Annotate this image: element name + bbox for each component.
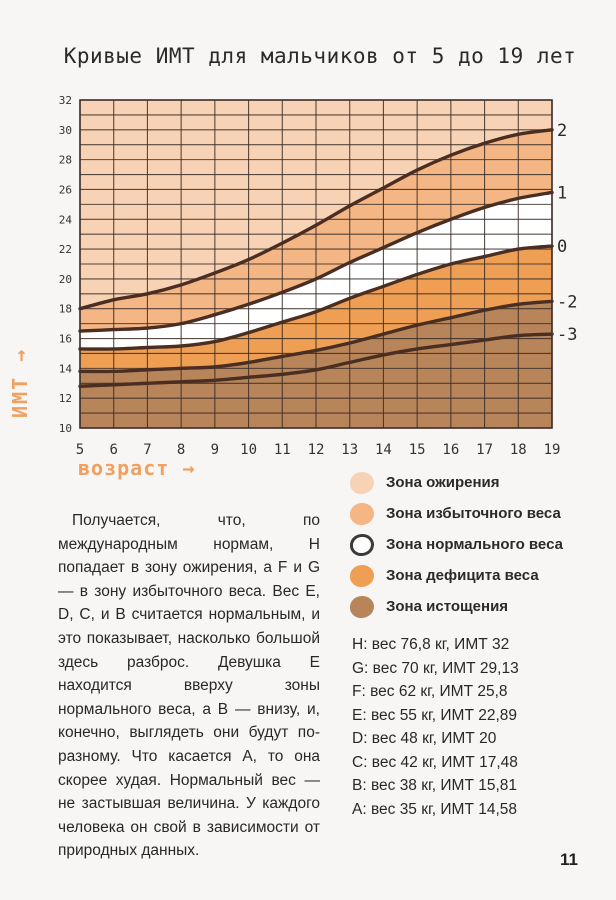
stat-row-b: B: вес 38 кг, ИМТ 15,81 (352, 777, 518, 794)
x-tick-label: 15 (409, 442, 426, 458)
curve-label: 0 (557, 237, 567, 257)
y-arrow-icon: → (8, 347, 32, 362)
legend-swatch (350, 565, 374, 587)
x-tick-label: 11 (274, 442, 291, 458)
legend-swatch (350, 596, 374, 618)
curve-label: 2 (557, 121, 567, 141)
y-tick-label: 16 (59, 333, 72, 346)
x-tick-label: 19 (544, 442, 561, 458)
curve-minus3 (78, 332, 554, 388)
body-paragraph: Получается, что, по международным нормам… (58, 512, 320, 860)
curve-1 (78, 190, 554, 333)
x-tick-label: 17 (476, 442, 493, 458)
x-tick-label: 18 (510, 442, 527, 458)
x-tick-label: 13 (341, 442, 358, 458)
legend-swatch (350, 534, 374, 556)
chart-legend: Зона ожирения Зона избыточного веса Зона… (346, 468, 596, 623)
y-tick-label: 24 (59, 213, 73, 226)
x-tick-label: 12 (308, 442, 325, 458)
x-axis-label: возраст → (78, 456, 195, 480)
y-tick-label: 10 (59, 422, 72, 435)
stat-row-c: C: вес 42 кг, ИМТ 17,48 (352, 753, 518, 771)
legend-item-exhaustion: Зона истощения (346, 592, 596, 623)
x-tick-label: 14 (375, 442, 392, 458)
stat-row-a: A: вес 35 кг, ИМТ 14,58 (352, 800, 518, 818)
y-tick-label: 26 (59, 183, 72, 196)
y-axis-label: ИМТ → (8, 278, 32, 418)
legend-item-obese: Зона ожирения (346, 468, 596, 499)
curve-minus2 (78, 299, 554, 374)
legend-label: Зона ожирения (386, 474, 500, 491)
x-tick-label: 6 (109, 442, 117, 458)
y-tick-label: 18 (59, 303, 72, 316)
x-axis-title: возраст (78, 456, 170, 480)
stat-row-d: D: вес 48 кг, ИМТ 20 (352, 730, 497, 747)
curve-label: -2 (557, 292, 577, 312)
x-tick-label: 10 (240, 442, 257, 458)
legend-label: Зона истощения (386, 598, 509, 615)
y-tick-label: 20 (59, 273, 72, 286)
y-tick-label: 14 (59, 362, 73, 375)
x-tick-label: 5 (76, 442, 84, 458)
stat-row-f: F: вес 62 кг, ИМТ 25,8 (352, 683, 508, 700)
legend-swatch (350, 503, 374, 525)
legend-label: Зона нормального веса (386, 536, 563, 553)
legend-label: Зона избыточного веса (386, 505, 561, 522)
curve-2 (78, 128, 554, 311)
x-tick-label: 7 (143, 442, 151, 458)
curve-0 (78, 244, 554, 351)
chart-title: Кривые ИМТ для мальчиков от 5 до 19 лет (63, 44, 577, 68)
y-axis-title: ИМТ (8, 375, 32, 418)
legend-label: Зона дефицита веса (386, 567, 539, 584)
stat-row-g: G: вес 70 кг, ИМТ 29,13 (352, 659, 519, 677)
stat-row-e: E: вес 55 кг, ИМТ 22,89 (352, 706, 518, 724)
y-tick-label: 12 (59, 392, 72, 405)
page-number: 11 (560, 850, 578, 869)
stat-row-h: H: вес 76,8 кг, ИМТ 32 (352, 636, 510, 653)
legend-item-overweight: Зона избыточного веса (346, 499, 596, 530)
x-arrow-icon: → (182, 456, 196, 480)
stats-list: H: вес 76,8 кг, ИМТ 32 G: вес 70 кг, ИМТ… (352, 636, 602, 824)
curve-label: 1 (557, 183, 567, 203)
x-tick-label: 8 (177, 442, 185, 458)
x-tick-label: 16 (442, 442, 459, 458)
x-tick-label: 9 (211, 442, 219, 458)
legend-item-normal: Зона нормального веса (346, 530, 596, 561)
y-tick-label: 22 (59, 243, 72, 256)
plot-frame (79, 99, 553, 429)
curve-label: -3 (557, 325, 577, 345)
y-tick-label: 28 (59, 154, 72, 167)
y-tick-label: 32 (59, 94, 72, 107)
body-text: Получается, что, по международным нормам… (58, 509, 320, 863)
legend-swatch (350, 472, 374, 494)
y-tick-label: 30 (59, 124, 72, 137)
legend-item-deficit: Зона дефицита веса (346, 561, 596, 592)
